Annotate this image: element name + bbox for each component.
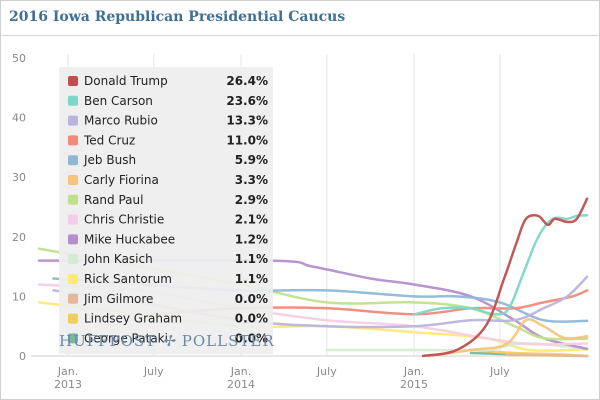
- legend-name-john-kasich: John Kasich: [83, 252, 153, 266]
- legend-value-donald-trump: 26.4%: [226, 74, 268, 88]
- x-tick-label: July: [316, 365, 337, 378]
- x-tick-label: July: [143, 365, 164, 378]
- legend-swatch-rick-santorum: [68, 274, 78, 284]
- x-tick-label: 2013: [54, 378, 82, 391]
- legend-name-rand-paul: Rand Paul: [84, 193, 143, 207]
- legend-box: [59, 67, 273, 355]
- legend-name-rick-santorum: Rick Santorum: [84, 272, 172, 286]
- chart-title: 2016 Iowa Republican Presidential Caucus: [9, 9, 346, 25]
- y-tick-label: 40: [12, 112, 26, 125]
- legend-swatch-marco-rubio: [68, 115, 78, 126]
- legend-swatch-carly-fiorina: [68, 175, 78, 185]
- x-tick-label: July: [489, 365, 510, 378]
- legend-name-chris-christie: Chris Christie: [84, 213, 164, 227]
- legend-value-lindsey-graham: 0.0%: [235, 312, 268, 326]
- y-tick-label: 50: [12, 52, 26, 65]
- legend-name-george-pataki: George Pataki: [84, 331, 168, 345]
- legend-value-george-pataki: 0.0%: [235, 331, 268, 345]
- legend-swatch-ted-cruz: [68, 135, 78, 146]
- legend-name-ben-carson: Ben Carson: [84, 94, 153, 108]
- legend-value-mike-huckabee: 1.2%: [235, 232, 268, 246]
- legend-name-lindsey-graham: Lindsey Graham: [84, 312, 182, 326]
- title-divider: [1, 35, 599, 36]
- legend-swatch-rand-paul: [68, 194, 78, 205]
- legend-value-john-kasich: 1.1%: [235, 252, 268, 266]
- brand-mark-icon: ✢: [162, 332, 176, 350]
- legend-value-jeb-bush: 5.9%: [235, 153, 268, 167]
- y-tick-label: 30: [12, 171, 26, 184]
- legend-swatch-john-kasich: [68, 254, 78, 265]
- legend-swatch-jeb-bush: [68, 155, 78, 166]
- x-tick-label: 2014: [227, 378, 255, 391]
- legend-name-ted-cruz: Ted Cruz: [83, 133, 135, 147]
- series-line-donald-trump: [421, 197, 589, 358]
- legend-name-marco-rubio: Marco Rubio: [84, 114, 158, 128]
- legend-swatch-ben-carson: [68, 95, 78, 106]
- brand-huffpost: HUFFPOST: [59, 332, 157, 350]
- series-line-jim-gilmore: [505, 353, 589, 358]
- legend-swatch-jim-gilmore: [68, 293, 78, 304]
- y-tick-label: 10: [12, 290, 26, 303]
- legend-name-carly-fiorina: Carly Fiorina: [84, 173, 159, 187]
- x-tick-label: Jan.: [57, 365, 78, 378]
- legend-name-mike-huckabee: Mike Huckabee: [84, 232, 175, 246]
- legend-swatch-donald-trump: [68, 76, 78, 86]
- y-tick-label: 20: [12, 231, 26, 244]
- legend-swatch-george-pataki: [68, 333, 78, 344]
- legend-value-rick-santorum: 1.1%: [235, 272, 268, 286]
- x-tick-label: Jan.: [230, 365, 251, 378]
- pollster-brand: HUFFPOST ✢ POLLSTER: [59, 332, 275, 350]
- legend-value-marco-rubio: 13.3%: [226, 114, 268, 128]
- x-tick-label: 2015: [400, 378, 428, 391]
- legend-name-donald-trump: Donald Trump: [84, 74, 168, 88]
- series-line-carly-fiorina: [427, 318, 589, 358]
- legend-swatch-lindsey-graham: [68, 313, 78, 324]
- legend-value-carly-fiorina: 3.3%: [235, 173, 268, 187]
- series-line-ben-carson: [412, 214, 589, 316]
- legend-value-ben-carson: 23.6%: [226, 94, 268, 108]
- y-tick-label: 0: [19, 350, 26, 363]
- brand-pollster: POLLSTER: [181, 332, 275, 350]
- legend-name-jim-gilmore: Jim Gilmore: [83, 292, 153, 306]
- legend-value-chris-christie: 2.1%: [235, 213, 268, 227]
- legend-name-jeb-bush: Jeb Bush: [83, 153, 136, 167]
- legend-swatch-chris-christie: [68, 214, 78, 225]
- legend-value-jim-gilmore: 0.0%: [235, 292, 268, 306]
- legend-swatch-mike-huckabee: [68, 234, 78, 245]
- legend: Donald Trump 26.4% Ben Carson 23.6% Marco Ru…: [59, 67, 273, 355]
- x-tick-label: Jan.: [403, 365, 424, 378]
- legend-value-rand-paul: 2.9%: [235, 193, 268, 207]
- legend-value-ted-cruz: 11.0%: [226, 133, 268, 147]
